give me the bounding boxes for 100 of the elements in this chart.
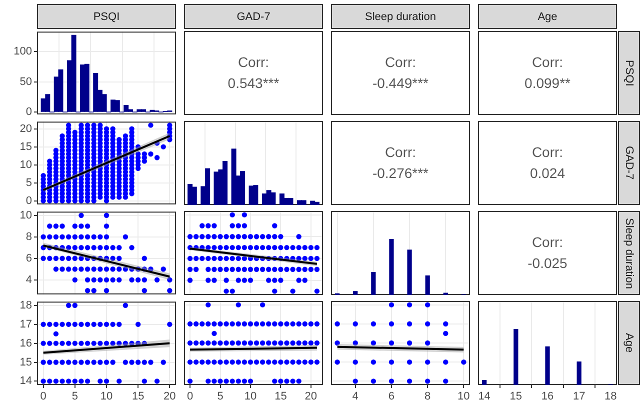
x-tick-label: 16	[541, 390, 554, 401]
point	[424, 378, 430, 384]
y-tick-label: 50	[20, 76, 32, 88]
point	[443, 330, 448, 336]
x-tick-label: 18	[604, 390, 617, 401]
point	[388, 340, 394, 346]
text: Corr:	[384, 143, 416, 162]
y-tick-label: 0	[26, 106, 32, 118]
x-tick-label: 15	[510, 390, 522, 401]
point	[334, 340, 340, 346]
text: Age	[478, 4, 617, 29]
y-tick-label: 5	[26, 176, 32, 189]
y-tick-label: 0	[26, 194, 32, 207]
bar	[371, 272, 376, 295]
x-tick-label: 20	[164, 390, 176, 401]
point	[461, 359, 466, 365]
x-tick-label: 0	[40, 390, 46, 401]
bar	[314, 202, 320, 205]
point	[443, 378, 448, 384]
point	[406, 378, 412, 384]
point	[388, 302, 394, 308]
bar	[425, 275, 430, 295]
x-tick-label: 5	[72, 390, 78, 401]
text: PSQI	[618, 31, 640, 115]
y-tick-label: 18	[20, 299, 32, 312]
text: -0.276***	[372, 164, 429, 183]
point	[388, 359, 394, 365]
point	[388, 378, 394, 384]
point	[370, 340, 376, 346]
bar	[231, 148, 236, 205]
y-tick-label: 15	[20, 356, 32, 368]
bar	[253, 185, 258, 205]
bar	[389, 239, 394, 295]
bar	[514, 329, 518, 385]
point	[370, 378, 376, 384]
point	[352, 340, 358, 346]
text: GAD-7	[618, 121, 640, 205]
x-tick-label: 10	[244, 390, 257, 401]
point	[370, 359, 376, 365]
point	[443, 359, 448, 365]
point	[406, 340, 412, 346]
text: -0.025	[528, 254, 568, 273]
text: Sleep duration	[618, 211, 640, 295]
text: Corr:	[532, 233, 564, 252]
bar	[301, 200, 306, 205]
bar	[270, 192, 276, 205]
point	[406, 321, 412, 327]
x-tick-label: 10	[100, 390, 113, 401]
x-tick-label: 8	[424, 390, 431, 401]
text: Corr:	[238, 53, 270, 72]
text: GAD-7	[184, 4, 323, 29]
point	[424, 321, 430, 327]
bar	[192, 186, 197, 205]
y-tick-label: 100	[14, 46, 32, 58]
text: 0.543***	[228, 74, 280, 93]
x-tick-label: 15	[274, 390, 287, 401]
x-tick-label: 4	[352, 390, 358, 401]
x-tick-label: 14	[478, 390, 490, 401]
x-tick-label: 5	[217, 390, 224, 401]
chart-title: PSQI	[37, 4, 176, 29]
bar	[353, 291, 358, 295]
x-tick-label: 0	[186, 390, 194, 401]
x-tick-label: 17	[572, 390, 586, 401]
point	[370, 321, 376, 327]
point	[406, 302, 412, 308]
y2-axis-title: Age	[618, 301, 640, 385]
bar	[576, 361, 582, 385]
point	[352, 359, 358, 365]
x-tick-label: 15	[132, 390, 144, 401]
x-tick-label: 10	[458, 390, 470, 401]
y-tick-label: 15	[20, 140, 32, 153]
bar	[545, 346, 550, 385]
point	[443, 321, 448, 327]
text: 0.099**	[524, 74, 570, 93]
text: Sleep duration	[331, 4, 470, 29]
y-tick-label: 20	[20, 122, 32, 135]
text: Corr:	[384, 53, 416, 72]
point	[334, 359, 340, 365]
bar	[288, 198, 294, 205]
text: 0.024	[530, 164, 566, 183]
bar	[407, 250, 412, 295]
y-tick-label: 17	[20, 318, 32, 330]
point	[352, 321, 358, 327]
y-tick-label: 8	[26, 230, 32, 243]
text: Corr:	[532, 143, 564, 162]
text: Corr:	[532, 53, 564, 72]
point	[352, 378, 358, 384]
point	[388, 321, 394, 327]
point	[424, 340, 430, 346]
y-tick-label: 10	[20, 209, 32, 222]
x-tick-label: 6	[388, 390, 395, 401]
x-tick-label: 20	[304, 390, 318, 401]
y-tick-label: 10	[20, 158, 32, 171]
point	[424, 302, 430, 308]
point	[406, 359, 412, 365]
point	[334, 321, 340, 327]
point	[424, 359, 430, 365]
y-tick-label: 14	[20, 375, 32, 388]
bar	[188, 184, 193, 205]
bar	[482, 380, 487, 385]
